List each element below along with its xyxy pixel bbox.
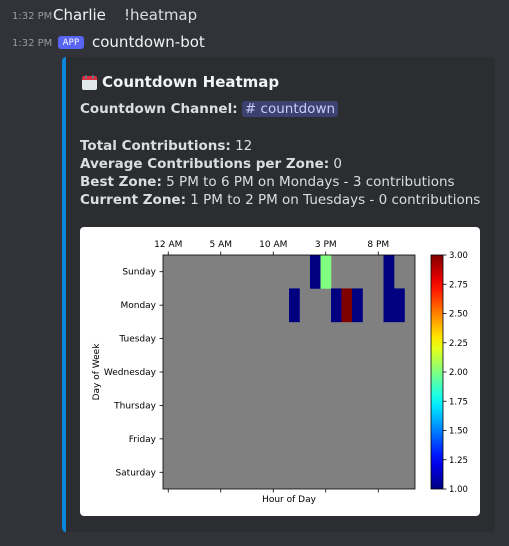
heatmap-cell [341,288,353,323]
heatmap-cell [320,255,332,289]
y-tick-label: Saturday [115,468,156,478]
y-tick-label: Wednesday [104,368,157,378]
average-label: Average Contributions per Zone: [80,156,330,172]
message-timestamp: 1:32 PM [12,38,53,49]
channel-mention[interactable]: # countdown [241,101,339,117]
total-label: Total Contributions: [80,138,231,154]
x-axis-label: Hour of Day [262,495,317,505]
y-axis-label: Day of Week [92,343,102,401]
current-label: Current Zone: [80,192,186,208]
heatmap-cell [310,255,321,289]
colorbar-tick-label: 2.75 [449,280,468,290]
average-field: Average Contributions per Zone: 0 [80,156,342,172]
y-tick-label: Thursday [113,401,157,411]
heatmap-cell [394,288,405,323]
x-tick-label: 10 AM [259,240,287,250]
total-value: 12 [235,138,253,154]
embed-title: Countdown Heatmap [82,73,279,91]
embed-title-text: Countdown Heatmap [102,73,280,91]
message-text: !heatmap [124,6,198,24]
message-timestamp: 1:32 PM [12,11,53,22]
x-tick-label: 12 AM [154,240,182,250]
heatmap-cell [331,288,342,323]
channel-field: Countdown Channel: # countdown [80,101,339,117]
colorbar-tick-label: 2.00 [449,368,468,378]
embed-card: Countdown Heatmap Countdown Channel: # c… [62,57,495,532]
app-badge: APP [58,36,84,49]
message-author[interactable]: Charlie [53,6,106,24]
x-tick-label: 3 PM [315,240,337,250]
best-zone-field: Best Zone: 5 PM to 6 PM on Mondays - 3 c… [80,174,455,190]
calendar-icon [82,74,97,90]
colorbar-tick-label: 1.25 [449,456,468,466]
best-label: Best Zone: [80,174,162,190]
x-tick-label: 8 PM [367,240,389,250]
heatmap-cell [352,288,363,323]
best-value: 5 PM to 6 PM on Mondays - 3 contribution… [166,174,455,190]
colorbar-tick-label: 1.00 [449,485,468,495]
heatmap-chart: 12 AM 5 AM 10 AM 3 PM 8 PM Sunday Monday Tuesda… [92,240,468,505]
current-value: 1 PM to 2 PM on Tuesdays - 0 contributio… [190,192,481,208]
x-tick-label: 5 AM [209,240,232,250]
y-tick-label: Sunday [122,268,156,278]
heatmap-cell [383,255,395,289]
total-field: Total Contributions: 12 [80,138,252,154]
y-tick-label: Friday [129,435,157,445]
heatmap-image[interactable]: 12 AM 5 AM 10 AM 3 PM 8 PM Sunday Monday Tuesda… [80,227,480,516]
heatmap-cell [383,288,395,323]
y-tick-label: Monday [120,301,156,311]
colorbar-tick-label: 1.50 [449,427,468,437]
colorbar [430,254,444,490]
current-zone-field: Current Zone: 1 PM to 2 PM on Tuesdays -… [80,192,480,208]
colorbar-tick-label: 2.50 [449,310,468,320]
colorbar-tick-label: 3.00 [449,251,468,261]
channel-label: Countdown Channel: [80,101,238,117]
y-tick-label: Tuesday [118,335,156,345]
heatmap-cell [289,288,300,323]
colorbar-tick-label: 1.75 [449,397,468,407]
message-author[interactable]: countdown-bot [92,33,205,51]
colorbar-tick-label: 2.25 [449,339,468,349]
average-value: 0 [333,156,343,172]
